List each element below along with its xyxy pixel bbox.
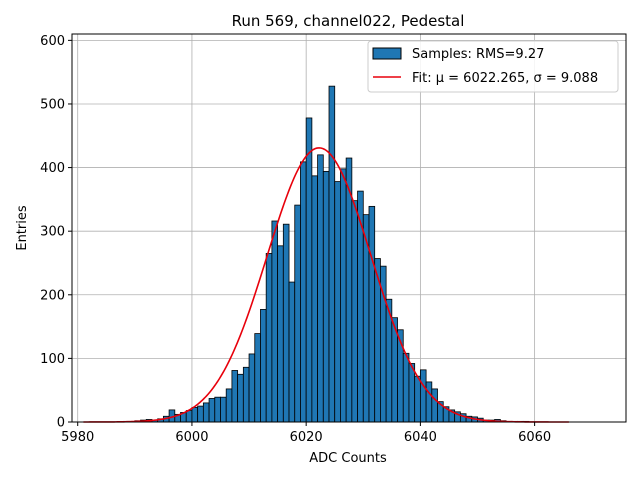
gaussian-fit-curve: [83, 147, 569, 423]
histogram-bar: [402, 352, 410, 423]
histogram-bar: [265, 253, 273, 423]
histogram-bar: [414, 375, 421, 423]
histogram-bar: [294, 204, 301, 423]
y-tick-label: 500: [40, 97, 65, 112]
y-tick-label: 300: [40, 225, 65, 240]
y-tick-label: 200: [40, 288, 65, 303]
histogram-bar: [191, 406, 199, 423]
histogram-bar: [431, 388, 438, 423]
histogram-bar: [214, 396, 221, 423]
histogram-bar: [351, 200, 358, 423]
histogram-bar: [242, 366, 250, 423]
histogram-bar: [305, 117, 313, 423]
histogram-bar: [185, 410, 193, 423]
legend-label-fit: Fit: μ = 6022.265, σ = 9.088: [412, 71, 598, 86]
x-tick-label: 6020: [290, 430, 323, 445]
y-axis-ticks: 0 100 200 300 400 500 600: [40, 34, 72, 431]
legend: Samples: RMS=9.27 Fit: μ = 6022.265, σ =…: [367, 40, 619, 93]
histogram-bar: [208, 398, 216, 423]
histogram-bar: [260, 309, 267, 423]
histogram-bar: [419, 369, 427, 423]
histogram-bar: [300, 161, 307, 423]
histogram-bar: [197, 405, 204, 423]
histogram-bar: [408, 363, 416, 423]
histogram-bar: [288, 281, 296, 423]
histogram-bar: [248, 353, 256, 423]
histogram-bar: [231, 370, 239, 423]
chart-title: Run 569, channel022, Pedestal: [232, 12, 465, 30]
y-axis-title: Entries: [15, 205, 30, 251]
y-tick-label: 0: [57, 416, 65, 431]
histogram-bar: [345, 157, 353, 423]
y-tick-label: 600: [40, 34, 65, 49]
histogram-bar: [368, 205, 376, 423]
histogram-bar: [340, 168, 347, 423]
x-axis-title: ADC Counts: [309, 451, 387, 466]
x-tick-label: 6060: [518, 430, 551, 445]
histogram-bar: [271, 220, 279, 423]
legend-box: [367, 40, 619, 93]
legend-swatch-histogram: [372, 47, 402, 60]
y-tick-label: 400: [40, 161, 65, 176]
histogram-bar: [282, 223, 290, 423]
histogram-bar: [328, 85, 336, 423]
y-tick-label: 100: [40, 352, 65, 367]
legend-label-histogram: Samples: RMS=9.27: [412, 47, 544, 62]
histogram-bar: [311, 175, 318, 423]
histogram-bar: [317, 154, 324, 423]
histogram-bars: [123, 85, 530, 423]
x-axis-ticks: 5980 6000 6020 6040 6060: [61, 422, 551, 445]
histogram-bar: [357, 190, 364, 423]
histogram-bar: [202, 402, 210, 423]
histogram-bar: [254, 333, 261, 423]
histogram-bar: [322, 170, 330, 423]
histogram-bar: [334, 181, 341, 423]
x-tick-label: 5980: [61, 430, 94, 445]
x-tick-label: 6000: [175, 430, 208, 445]
x-tick-label: 6040: [404, 430, 437, 445]
histogram-bar: [237, 373, 244, 423]
histogram-bar: [277, 245, 284, 423]
histogram-bar: [225, 388, 233, 423]
plot-frame: [71, 33, 627, 423]
histogram-bar: [220, 396, 227, 423]
histogram-bar: [425, 381, 433, 423]
